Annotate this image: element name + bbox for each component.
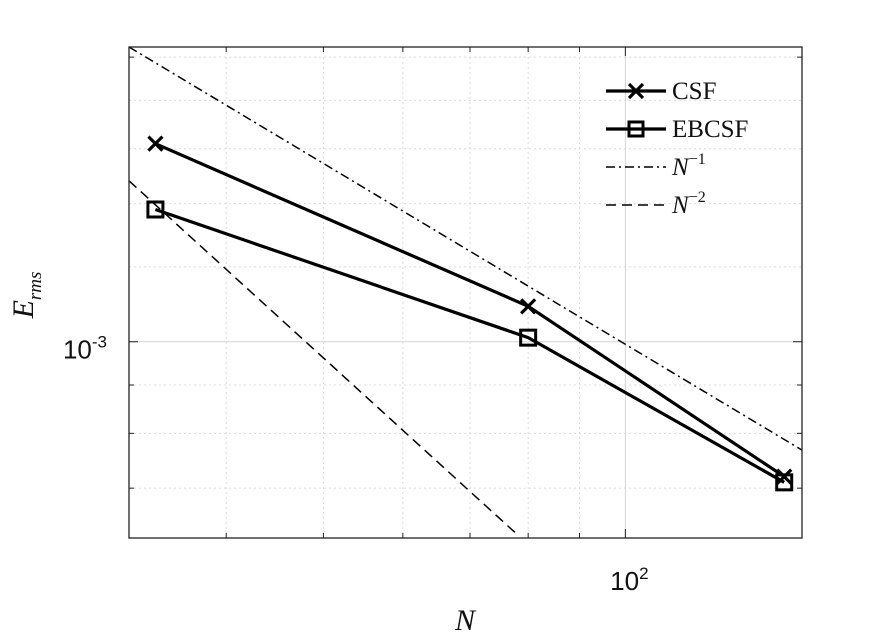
csf-point-marker [776, 468, 793, 485]
legend-entry-csf: CSF [606, 78, 716, 105]
legend-x-marker [627, 82, 645, 100]
xtick-base: 10 [610, 566, 639, 596]
legend-entry-ebcsf: EBCSF [606, 116, 748, 143]
xtick-label-0: 102 [610, 564, 648, 596]
y-axis-label-sub: rms [25, 272, 46, 301]
legend: CSF EBCSF N−1 N−2 [606, 78, 748, 219]
series-line-n-1- [128, 46, 803, 451]
ebcsf-point-marker [775, 473, 794, 492]
legend-label-csf: CSF [672, 78, 716, 105]
plot-frame [128, 46, 803, 539]
legend-entry-n-inv1: N−1 [606, 151, 706, 181]
legend-entry-n-inv2: N−2 [606, 189, 706, 219]
y-axis-label-base: E [7, 300, 40, 319]
legend-label-n-inv2: N−2 [671, 189, 706, 219]
ticks [129, 47, 802, 538]
legend-square-marker [627, 120, 645, 138]
csf-point-marker [147, 135, 164, 152]
ytick-exponent: -3 [92, 333, 107, 352]
ytick-label-0: 10-3 [63, 333, 107, 365]
ebcsf-point-marker [519, 328, 538, 347]
xtick-exponent: 2 [639, 564, 648, 583]
x-axis-label: N [454, 604, 477, 637]
legend-label-n-inv1: N−1 [671, 151, 706, 181]
ytick-base: 10 [63, 335, 92, 365]
legend-label-ebcsf: EBCSF [672, 116, 748, 143]
ebcsf-point-marker [146, 200, 165, 219]
series-line-ebcsf [154, 207, 785, 484]
series-line-n-2- [128, 180, 519, 536]
markers-layer [146, 135, 794, 492]
csf-point-marker [520, 298, 537, 315]
y-axis-label: Erms [7, 272, 46, 320]
